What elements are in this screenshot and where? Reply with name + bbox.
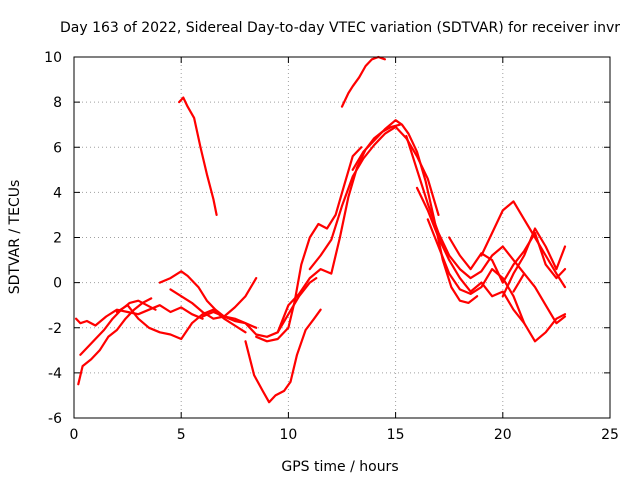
series-sat-r bbox=[480, 200, 567, 289]
y-tick-label: 10 bbox=[44, 50, 62, 66]
x-tick-label: 15 bbox=[387, 427, 405, 443]
x-tick-label: 20 bbox=[494, 427, 512, 443]
y-tick-label: -2 bbox=[48, 321, 62, 337]
series-sat-p bbox=[415, 186, 526, 325]
series-sat-d bbox=[115, 304, 247, 341]
series-sat-f bbox=[169, 277, 258, 320]
y-tick-label: -6 bbox=[48, 411, 62, 427]
plot-frame bbox=[73, 56, 611, 419]
y-tick-labels: -6 -4 -2 0 2 4 6 8 10 bbox=[44, 50, 62, 427]
series-sat-n bbox=[351, 119, 479, 304]
series-sat-i bbox=[244, 308, 322, 404]
y-tick-label: 8 bbox=[53, 95, 62, 111]
series-sat-c bbox=[79, 299, 157, 356]
series-sat-j bbox=[255, 146, 363, 343]
series-sat-l bbox=[308, 125, 440, 271]
series-sat-t bbox=[512, 272, 567, 325]
series-sat-m bbox=[340, 55, 386, 108]
series-sat-s bbox=[501, 227, 567, 298]
series-sat-o bbox=[405, 134, 526, 280]
series-sat-e bbox=[158, 270, 258, 329]
x-tick-label: 10 bbox=[279, 427, 297, 443]
series-sat-h bbox=[201, 277, 318, 338]
y-tick-label: 2 bbox=[53, 231, 62, 247]
series-sat-u bbox=[448, 231, 567, 284]
x-axis-label: GPS time / hours bbox=[281, 459, 398, 475]
chart-title: Day 163 of 2022, Sidereal Day-to-day VTE… bbox=[60, 20, 620, 36]
series-sat-b bbox=[77, 297, 153, 386]
series-sat-a bbox=[74, 304, 204, 327]
x-tick-labels: 0 5 10 15 20 25 bbox=[70, 427, 619, 443]
series-sat-g bbox=[178, 96, 218, 216]
y-axis-label: SDTVAR / TECUs bbox=[7, 180, 23, 295]
y-tick-label: -4 bbox=[48, 366, 62, 382]
y-tick-label: 6 bbox=[53, 140, 62, 156]
grid-lines bbox=[74, 57, 610, 418]
x-tick-label: 25 bbox=[601, 427, 619, 443]
x-tick-label: 5 bbox=[177, 427, 186, 443]
y-tick-label: 0 bbox=[53, 276, 62, 292]
data-series bbox=[74, 55, 567, 404]
y-tick-label: 4 bbox=[53, 185, 62, 201]
x-tick-label: 0 bbox=[70, 427, 79, 443]
